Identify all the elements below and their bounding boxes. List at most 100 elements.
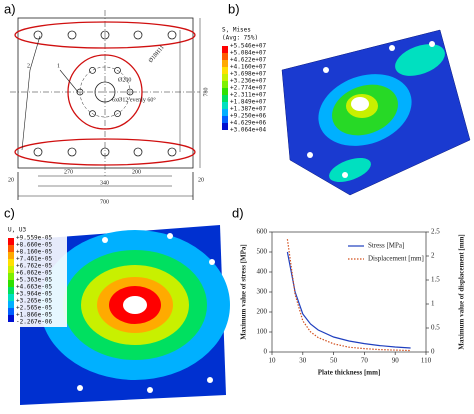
- legend-swatch: [8, 315, 14, 322]
- displacement-legend: U, U3+9.559e-05+8.660e-05+8.160e-05+7.46…: [5, 224, 67, 327]
- dimension-label: 20: [8, 177, 14, 183]
- y-axis-title: Maximum value of stress [MPa]: [240, 244, 248, 340]
- y-tick-label: 500: [257, 248, 268, 256]
- legend-swatch: [8, 308, 14, 315]
- dimension-label: Ø200: [118, 77, 131, 83]
- panel-label: a): [4, 1, 16, 16]
- legend-level: +8.160e-05: [16, 249, 53, 256]
- legend-level: +1.387e+07: [230, 106, 267, 113]
- x-axis-title: Plate thickness [mm]: [318, 369, 381, 377]
- y2-tick-label: 2: [431, 252, 435, 260]
- legend-level: +6.762e-05: [16, 263, 53, 270]
- panel-label: d): [232, 205, 244, 220]
- dimension-label: Ø18H11: [148, 45, 166, 65]
- legend-title: S, Mises: [222, 27, 251, 34]
- y2-axis-title: Maximum value of displacement [mm]: [458, 234, 466, 349]
- y-tick-label: 400: [257, 268, 268, 276]
- dimension-label: 780: [203, 88, 209, 97]
- legend-swatch: [8, 280, 14, 287]
- legend-level: +9.250e+06: [230, 113, 267, 120]
- legend-level: -2.267e-06: [16, 319, 53, 326]
- legend-level: +4.663e-05: [16, 284, 53, 291]
- legend-level: +3.964e-05: [16, 291, 53, 298]
- legend-swatch: [222, 109, 228, 116]
- legend-swatch: [222, 46, 228, 53]
- stress-plot: [281, 29, 471, 196]
- legend-swatch: [222, 88, 228, 95]
- y-tick-label: 600: [257, 228, 268, 236]
- x-tick-label: 70: [361, 357, 369, 365]
- panel-label: b): [228, 1, 240, 16]
- y2-tick-label: 2.5: [431, 228, 440, 236]
- y2-tick-label: 1.5: [431, 276, 440, 284]
- legend-swatch: [222, 95, 228, 102]
- panel-label: c): [4, 205, 15, 220]
- y2-tick-label: 0.5: [431, 324, 440, 332]
- legend-level: +4.622e+07: [230, 57, 267, 64]
- x-tick-label: 50: [330, 357, 338, 365]
- legend-swatch: [8, 252, 14, 259]
- technical-drawing: [10, 10, 201, 200]
- x-tick-label: 110: [421, 357, 432, 365]
- legend-swatch: [8, 266, 14, 273]
- legend-level: +4.629e+06: [230, 120, 267, 127]
- legend-level: +1.849e+07: [230, 99, 267, 106]
- legend-swatch: [8, 301, 14, 308]
- y-tick-label: 100: [257, 328, 268, 336]
- legend-level: +8.660e-05: [16, 242, 53, 249]
- legend-swatch: [222, 74, 228, 81]
- legend-swatch: [8, 238, 14, 245]
- legend-swatch: [8, 287, 14, 294]
- legend-level: +7.461e-05: [16, 256, 53, 263]
- legend-swatch: [8, 245, 14, 252]
- legend-swatch: [8, 294, 14, 301]
- y-tick-label: 200: [257, 308, 268, 316]
- callout-label: 1: [57, 63, 60, 69]
- legend-label: Displacement [mm]: [368, 255, 424, 263]
- legend-level: +3.698e+07: [230, 71, 267, 78]
- line-chart: 10 30 50 70 90 110010020030040050060000.511.5…: [240, 228, 466, 377]
- dimension-label: 200: [132, 169, 141, 175]
- x-tick-label: 30: [299, 357, 307, 365]
- y-tick-label: 0: [264, 348, 268, 356]
- x-tick-label: 10: [269, 357, 277, 365]
- legend-level: +3.236e+07: [230, 78, 267, 85]
- legend-level: +2.311e+07: [230, 92, 267, 99]
- legend-swatch: [8, 273, 14, 280]
- dimension-label: 340: [100, 180, 109, 186]
- data-line: [286, 239, 411, 352]
- legend-level: +5.546e+07: [230, 43, 267, 50]
- y-tick-label: 300: [257, 288, 268, 296]
- callout-label: 2: [27, 63, 30, 69]
- dimension-label: 700: [100, 199, 109, 205]
- legend-level: +9.559e-05: [16, 235, 53, 242]
- dimension-label: 6xØ12 evenly 60°: [112, 96, 156, 103]
- legend-swatch: [222, 60, 228, 67]
- stress-legend: S, Mises(Avg: 75%)+5.546e+07+5.084e+07+4…: [219, 24, 281, 135]
- legend-swatch: [222, 67, 228, 74]
- legend-swatch: [222, 116, 228, 123]
- legend-title: U, U3: [8, 227, 26, 234]
- legend-swatch: [8, 259, 14, 266]
- dimension-label: 270: [64, 169, 73, 175]
- legend-subtitle: (Avg: 75%): [222, 35, 258, 42]
- legend-level: +5.084e+07: [230, 50, 267, 57]
- legend-swatch: [222, 123, 228, 130]
- y2-tick-label: 1: [431, 300, 435, 308]
- legend-background: [5, 224, 67, 327]
- dimension-label: 20: [198, 177, 204, 183]
- legend-level: +2.565e-05: [16, 305, 53, 312]
- legend-level: +3.265e-05: [16, 298, 53, 305]
- data-line: [286, 251, 411, 349]
- legend-level: +3.064e+04: [230, 127, 267, 134]
- legend-level: +2.774e+07: [230, 85, 267, 92]
- displacement-plot: [20, 225, 230, 405]
- legend-background: [219, 24, 281, 135]
- legend-level: +6.062e-05: [16, 270, 53, 277]
- legend-label: Stress [MPa]: [368, 242, 404, 250]
- x-tick-label: 90: [392, 357, 400, 365]
- legend-swatch: [222, 102, 228, 109]
- legend-level: +4.160e+07: [230, 64, 267, 71]
- legend-swatch: [222, 81, 228, 88]
